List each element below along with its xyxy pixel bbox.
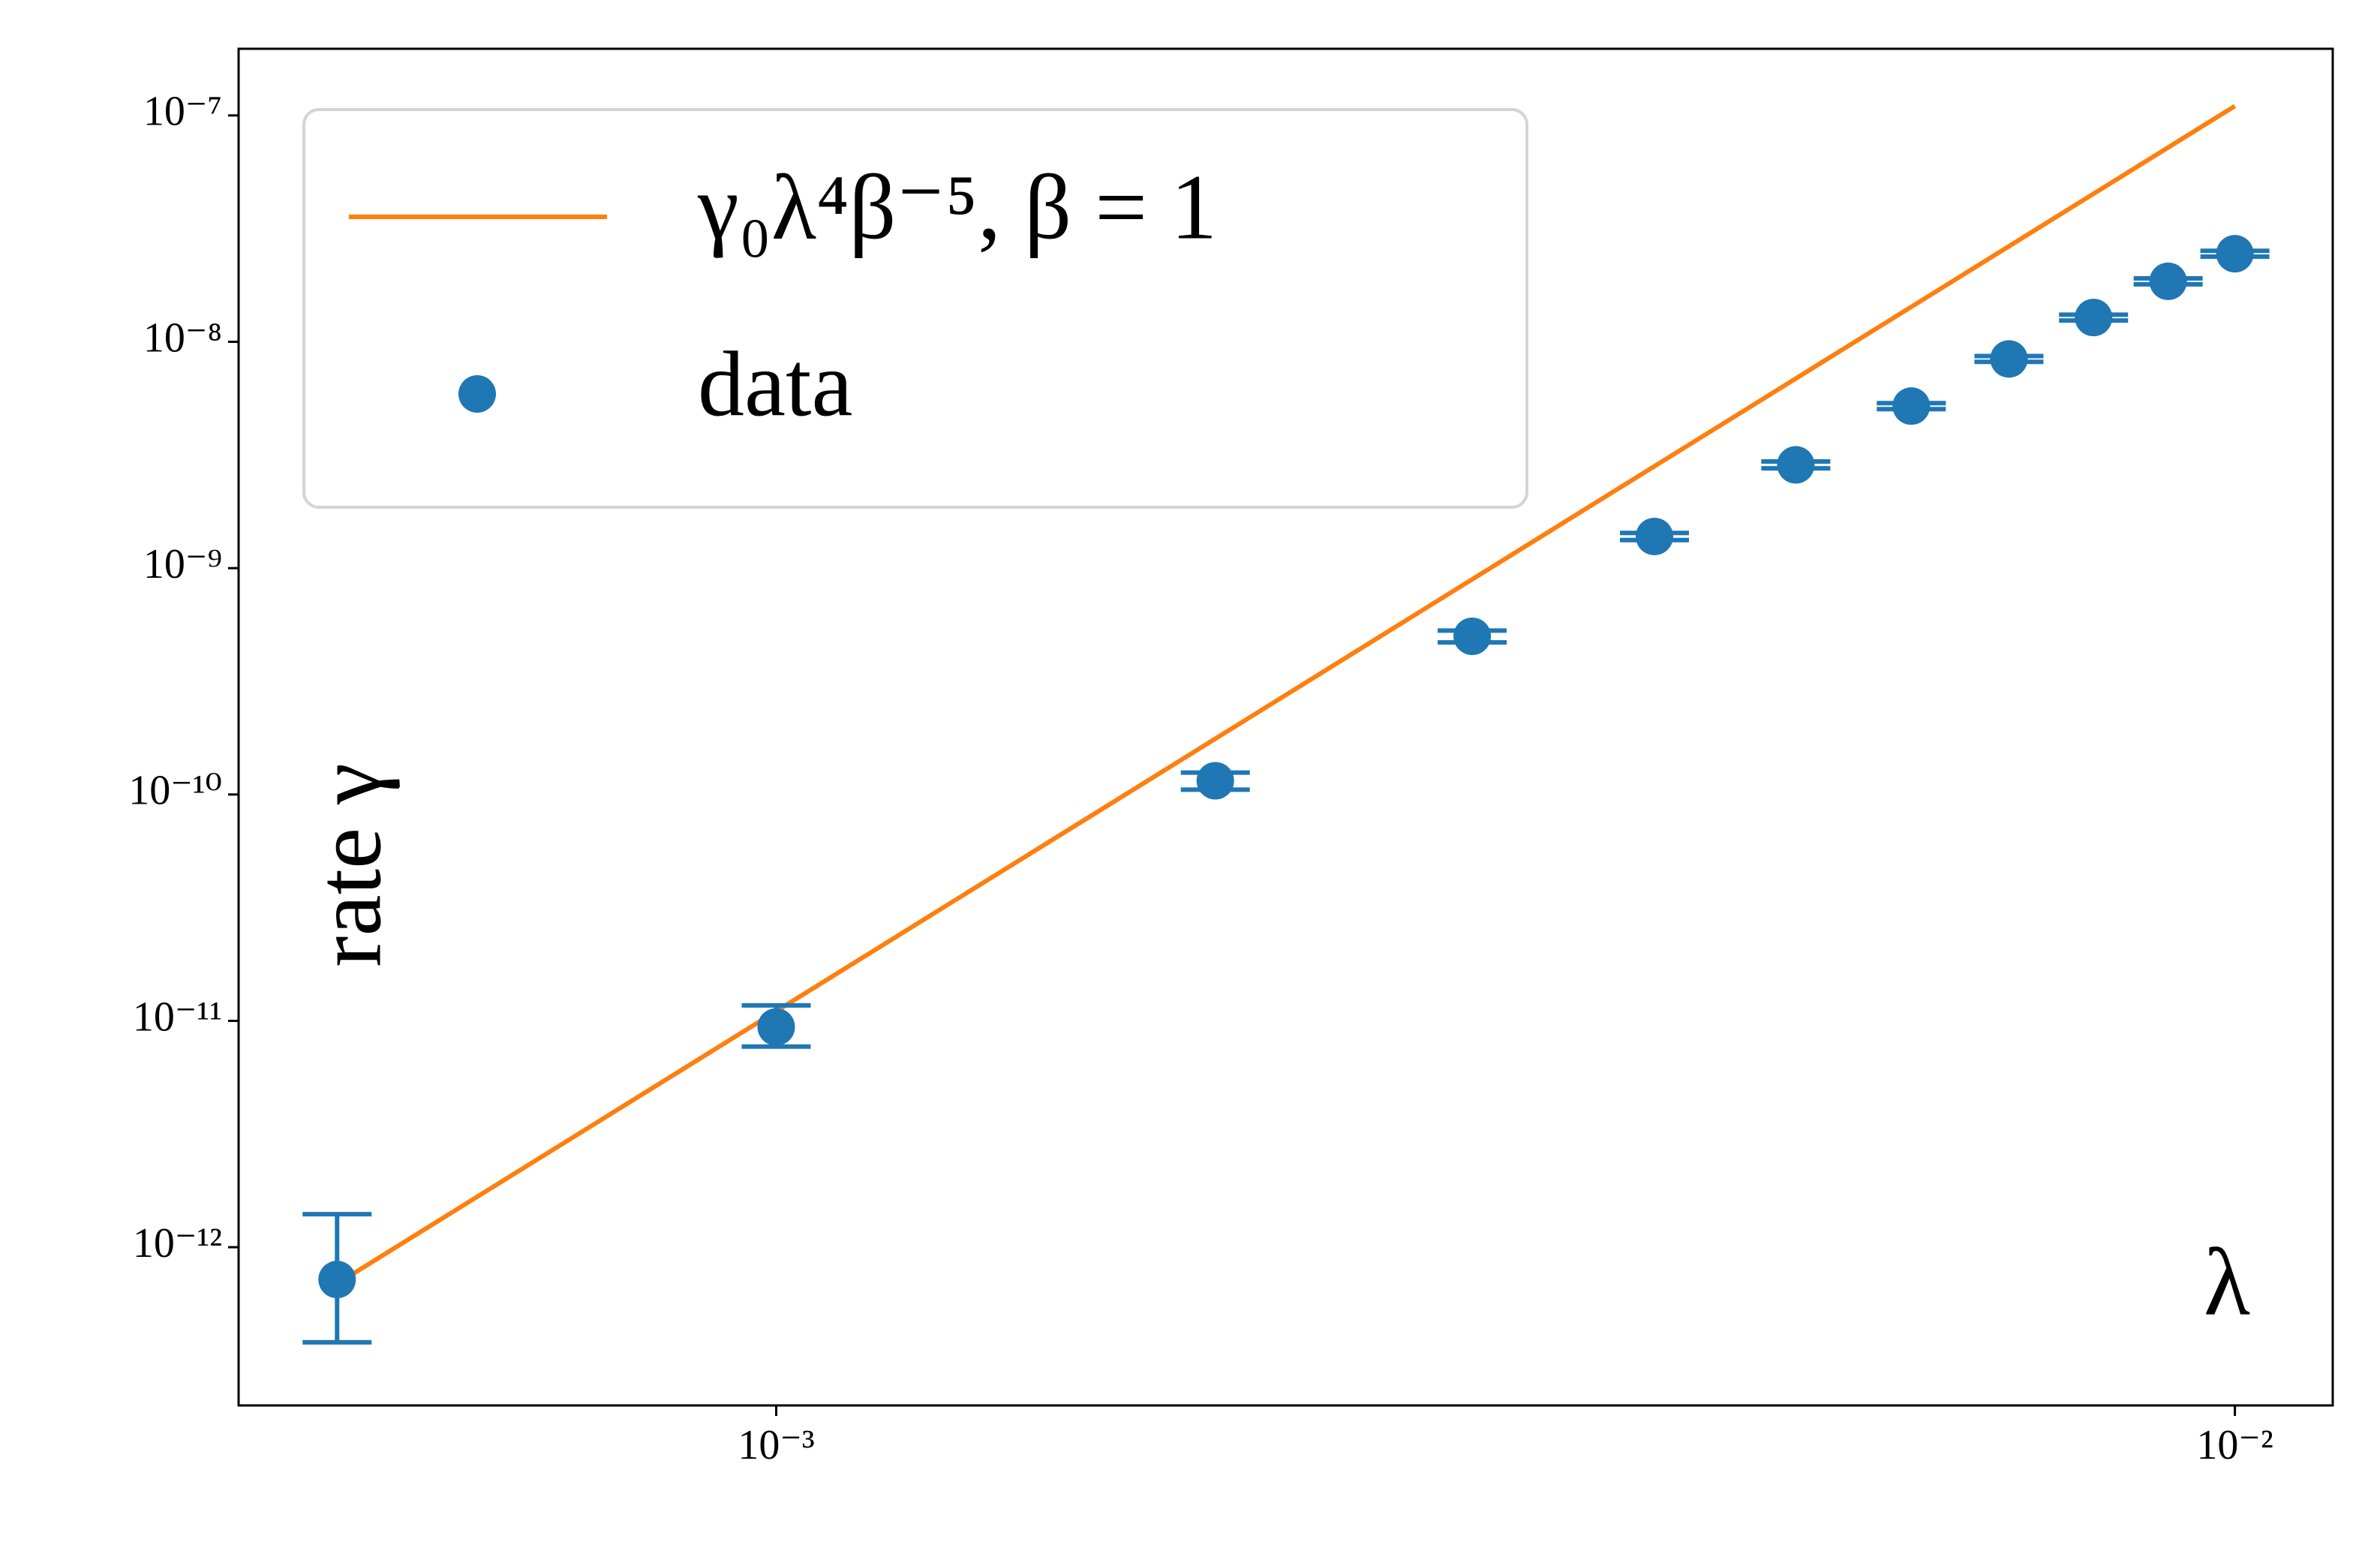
y-tick-label: 10⁻¹⁰ [128, 768, 222, 814]
plot-frame [237, 47, 2334, 1407]
data-point [2216, 235, 2254, 273]
data-point [1635, 517, 1673, 555]
y-tick-label: 10⁻⁸ [143, 314, 222, 361]
data-point [1196, 762, 1234, 800]
data-point [318, 1261, 356, 1299]
y-tick-label: 10⁻⁷ [143, 89, 222, 135]
x-tick-label: 10⁻² [2196, 1422, 2273, 1468]
legend-label: data [698, 332, 853, 435]
legend-marker [458, 375, 496, 413]
data-point [1777, 446, 1815, 484]
y-tick-label: 10⁻⁹ [143, 541, 222, 588]
data-point [1990, 340, 2028, 378]
y-tick-label: 10⁻¹¹ [133, 993, 222, 1040]
x-tick-label: 10⁻³ [738, 1422, 814, 1468]
y-axis-label: rate γ [297, 763, 400, 967]
data-point [2149, 262, 2187, 300]
legend-box [302, 108, 1528, 509]
x-axis-label: λ [2204, 1228, 2250, 1335]
data-point [757, 1008, 795, 1046]
legend-label: γ₀λ⁴β⁻⁵, β = 1 [697, 155, 1217, 258]
data-point [2075, 299, 2113, 337]
y-tick-label: 10⁻¹² [133, 1220, 222, 1267]
fit-line [335, 104, 2237, 1286]
data-point [1892, 387, 1931, 425]
data-point [1453, 617, 1492, 655]
